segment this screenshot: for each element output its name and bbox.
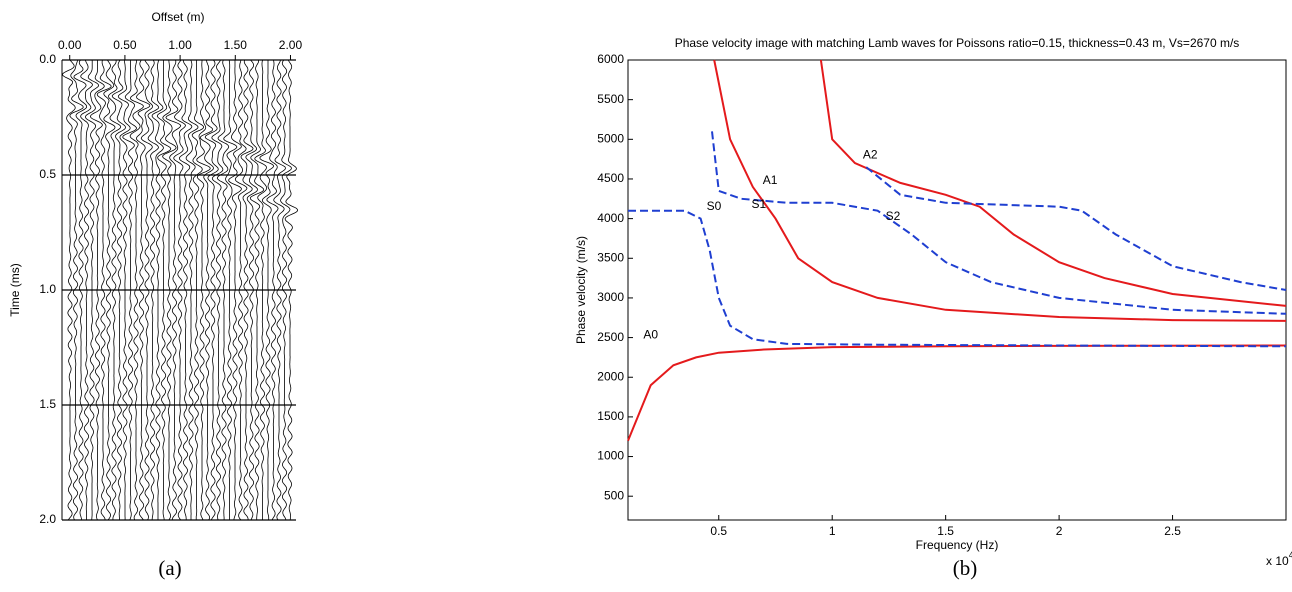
chart-title: Phase velocity image with matching Lamb …	[675, 36, 1240, 50]
axis-multiplier: x 104	[1266, 550, 1292, 568]
y-tick-label: 1.5	[39, 397, 56, 411]
y-tick-label: 5000	[597, 131, 624, 145]
series-line	[819, 59, 1287, 307]
multiplier-exponent: 4	[1289, 550, 1292, 560]
x-tick-label: 0.00	[58, 38, 82, 52]
x-axis-label: Offset (m)	[151, 10, 204, 24]
y-tick-label: 0.5	[39, 167, 56, 181]
x-tick-label: 1.5	[937, 524, 954, 538]
x-tick-label: 1.00	[168, 38, 192, 52]
series-line	[713, 59, 1287, 322]
x-tick-label: 2.5	[1164, 524, 1181, 538]
y-tick-label: 2000	[597, 369, 624, 383]
series-label: S2	[886, 209, 901, 223]
y-tick-label: 5500	[597, 92, 624, 106]
y-axis-label: Phase velocity (m/s)	[574, 236, 588, 344]
y-tick-label: 0.0	[39, 52, 56, 66]
series-label: S1	[751, 197, 766, 211]
series-label: S0	[707, 199, 722, 213]
x-axis-label: Frequency (Hz)	[916, 538, 999, 552]
plot-area	[627, 59, 1287, 521]
series-label: A1	[763, 173, 778, 187]
multiplier-base: x 10	[1266, 554, 1289, 568]
y-tick-label: 6000	[597, 52, 624, 66]
x-tick-label: 0.50	[113, 38, 137, 52]
series-label: A0	[643, 328, 658, 342]
y-tick-label: 2500	[597, 330, 624, 344]
x-tick-label: 0.5	[710, 524, 727, 538]
y-tick-label: 1000	[597, 449, 624, 463]
x-tick-label: 2.00	[279, 38, 303, 52]
y-tick-label: 1.0	[39, 282, 56, 296]
series-line	[865, 166, 1287, 291]
series-line	[628, 209, 1287, 348]
y-tick-label: 4500	[597, 171, 624, 185]
x-tick-label: 2	[1056, 524, 1063, 538]
series-label: A2	[863, 147, 878, 161]
caption: (a)	[158, 556, 181, 580]
y-tick-label: 2.0	[39, 512, 56, 526]
y-tick-label: 1500	[597, 409, 624, 423]
series-line	[711, 131, 1287, 315]
x-tick-label: 1	[829, 524, 836, 538]
x-tick-label: 1.50	[224, 38, 248, 52]
y-tick-label: 3000	[597, 290, 624, 304]
caption: (b)	[953, 556, 978, 580]
y-tick-label: 4000	[597, 211, 624, 225]
y-tick-label: 500	[604, 488, 624, 502]
y-tick-label: 3500	[597, 250, 624, 264]
y-axis-label: Time (ms)	[8, 263, 22, 317]
